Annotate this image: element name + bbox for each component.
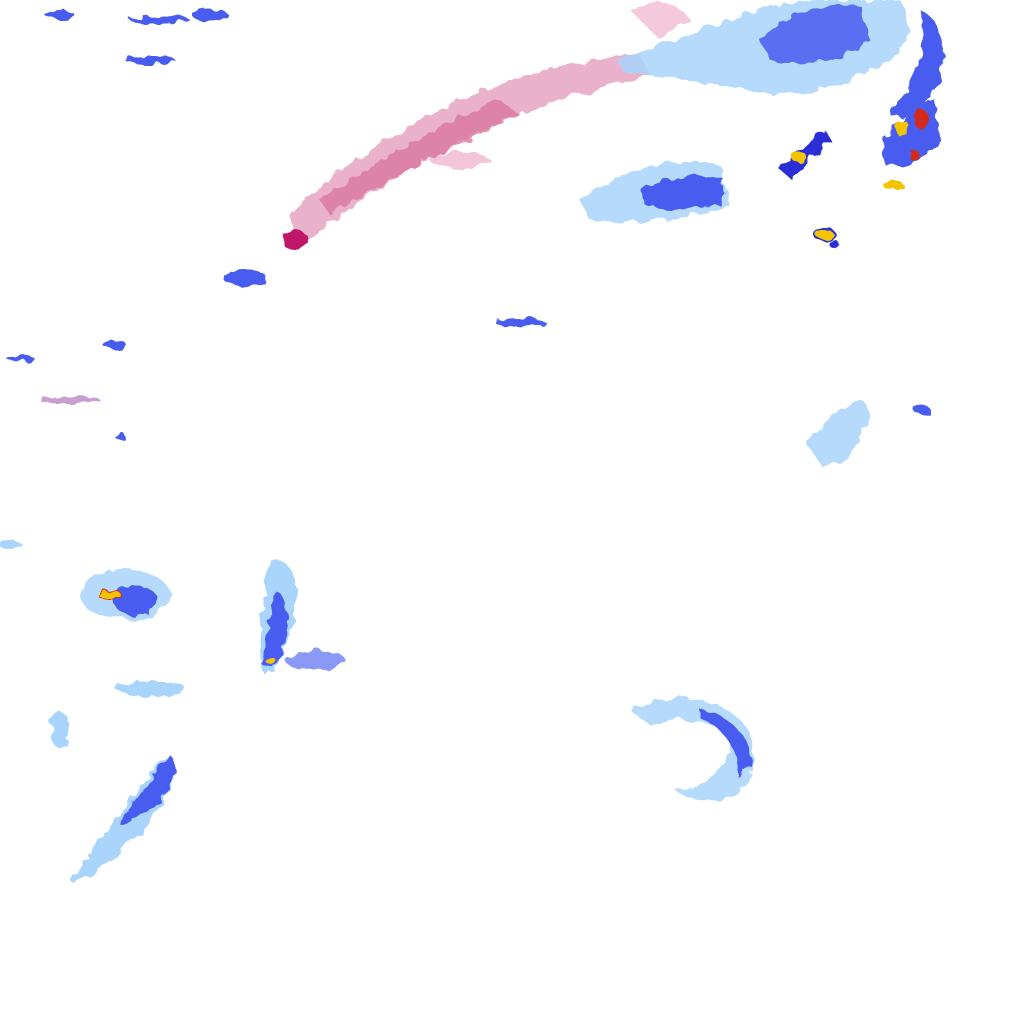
rain-area-southwest: [0, 541, 345, 885]
rain-area-east: [805, 400, 930, 467]
rain-cells-northwest: [6, 9, 545, 439]
rain-area-south-spiral: [630, 698, 754, 801]
rain-area-northeast: [580, 0, 944, 249]
mixed-precipitation-band: [281, 3, 690, 250]
